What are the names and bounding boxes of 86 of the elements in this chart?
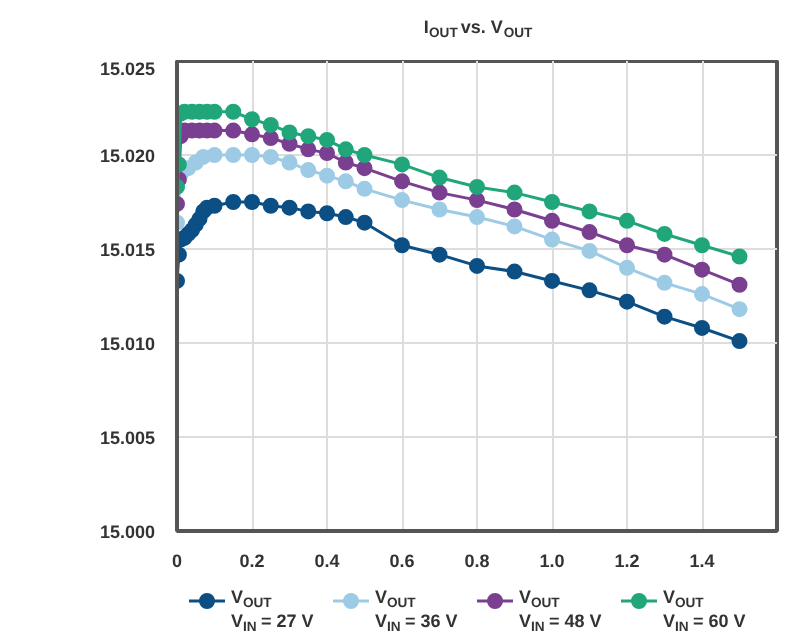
point bbox=[581, 203, 598, 220]
x-tick-label: 0.2 bbox=[239, 551, 265, 571]
point bbox=[544, 212, 560, 229]
point bbox=[244, 111, 260, 128]
x-tick-label: 1.0 bbox=[539, 551, 565, 571]
x-tick-label: 1.4 bbox=[689, 551, 715, 571]
point bbox=[506, 184, 523, 201]
point bbox=[319, 145, 335, 162]
point bbox=[431, 246, 448, 263]
x-tick-label: 0.8 bbox=[464, 551, 490, 571]
point bbox=[431, 184, 448, 201]
point bbox=[356, 180, 373, 197]
y-tick-label: 15.025 bbox=[99, 59, 156, 79]
point bbox=[506, 263, 523, 280]
point bbox=[337, 141, 354, 158]
point bbox=[694, 286, 710, 303]
point bbox=[337, 209, 354, 226]
point bbox=[356, 214, 373, 231]
x-tick-label: 0.4 bbox=[314, 551, 340, 571]
point bbox=[581, 282, 598, 299]
point bbox=[225, 194, 242, 210]
point bbox=[619, 237, 635, 254]
point bbox=[431, 201, 448, 218]
point bbox=[581, 242, 598, 259]
point bbox=[244, 194, 260, 210]
point bbox=[300, 162, 317, 179]
point bbox=[281, 199, 298, 216]
point bbox=[244, 126, 260, 143]
point bbox=[544, 272, 560, 289]
point bbox=[394, 173, 410, 190]
point bbox=[281, 154, 298, 171]
point bbox=[319, 205, 335, 222]
point bbox=[319, 167, 335, 184]
point bbox=[206, 147, 223, 163]
x-tick-label: 0.6 bbox=[389, 551, 415, 571]
point bbox=[469, 192, 485, 209]
point bbox=[469, 209, 485, 226]
point bbox=[656, 308, 673, 325]
point bbox=[225, 122, 242, 139]
x-tick-label: 1.2 bbox=[614, 551, 640, 571]
point bbox=[337, 154, 354, 171]
point bbox=[469, 257, 485, 274]
point bbox=[581, 224, 598, 241]
point bbox=[319, 131, 335, 148]
point bbox=[356, 147, 373, 163]
point bbox=[619, 259, 635, 276]
point bbox=[694, 261, 710, 278]
point bbox=[656, 246, 673, 263]
point bbox=[300, 128, 317, 145]
point bbox=[394, 237, 410, 254]
point bbox=[225, 103, 242, 120]
point bbox=[731, 333, 748, 350]
point bbox=[656, 225, 673, 242]
point bbox=[694, 319, 710, 336]
point bbox=[731, 248, 748, 265]
point bbox=[337, 173, 354, 190]
point bbox=[544, 231, 560, 248]
point bbox=[731, 276, 748, 293]
y-tick-label: 15.015 bbox=[99, 240, 156, 260]
point bbox=[431, 169, 448, 186]
y-tick-label: 15.010 bbox=[99, 334, 156, 354]
point bbox=[281, 124, 298, 141]
y-tick-label: 15.000 bbox=[99, 522, 156, 542]
point bbox=[694, 237, 710, 254]
point bbox=[356, 160, 373, 177]
point bbox=[262, 148, 279, 165]
point bbox=[619, 212, 635, 229]
point bbox=[300, 141, 317, 158]
point bbox=[262, 197, 279, 214]
point bbox=[394, 192, 410, 209]
point bbox=[506, 201, 523, 218]
point bbox=[244, 147, 260, 163]
y-tick-label: 15.005 bbox=[99, 428, 156, 448]
point bbox=[225, 147, 242, 163]
point bbox=[619, 293, 635, 310]
point bbox=[469, 178, 485, 195]
point bbox=[731, 301, 748, 318]
y-tick-label: 15.020 bbox=[99, 146, 156, 166]
point bbox=[544, 194, 560, 210]
x-tick-label: 0 bbox=[171, 551, 183, 571]
point bbox=[506, 218, 523, 235]
point bbox=[394, 156, 410, 173]
point bbox=[300, 203, 317, 220]
point bbox=[262, 130, 279, 147]
point bbox=[262, 116, 279, 133]
point bbox=[656, 274, 673, 291]
